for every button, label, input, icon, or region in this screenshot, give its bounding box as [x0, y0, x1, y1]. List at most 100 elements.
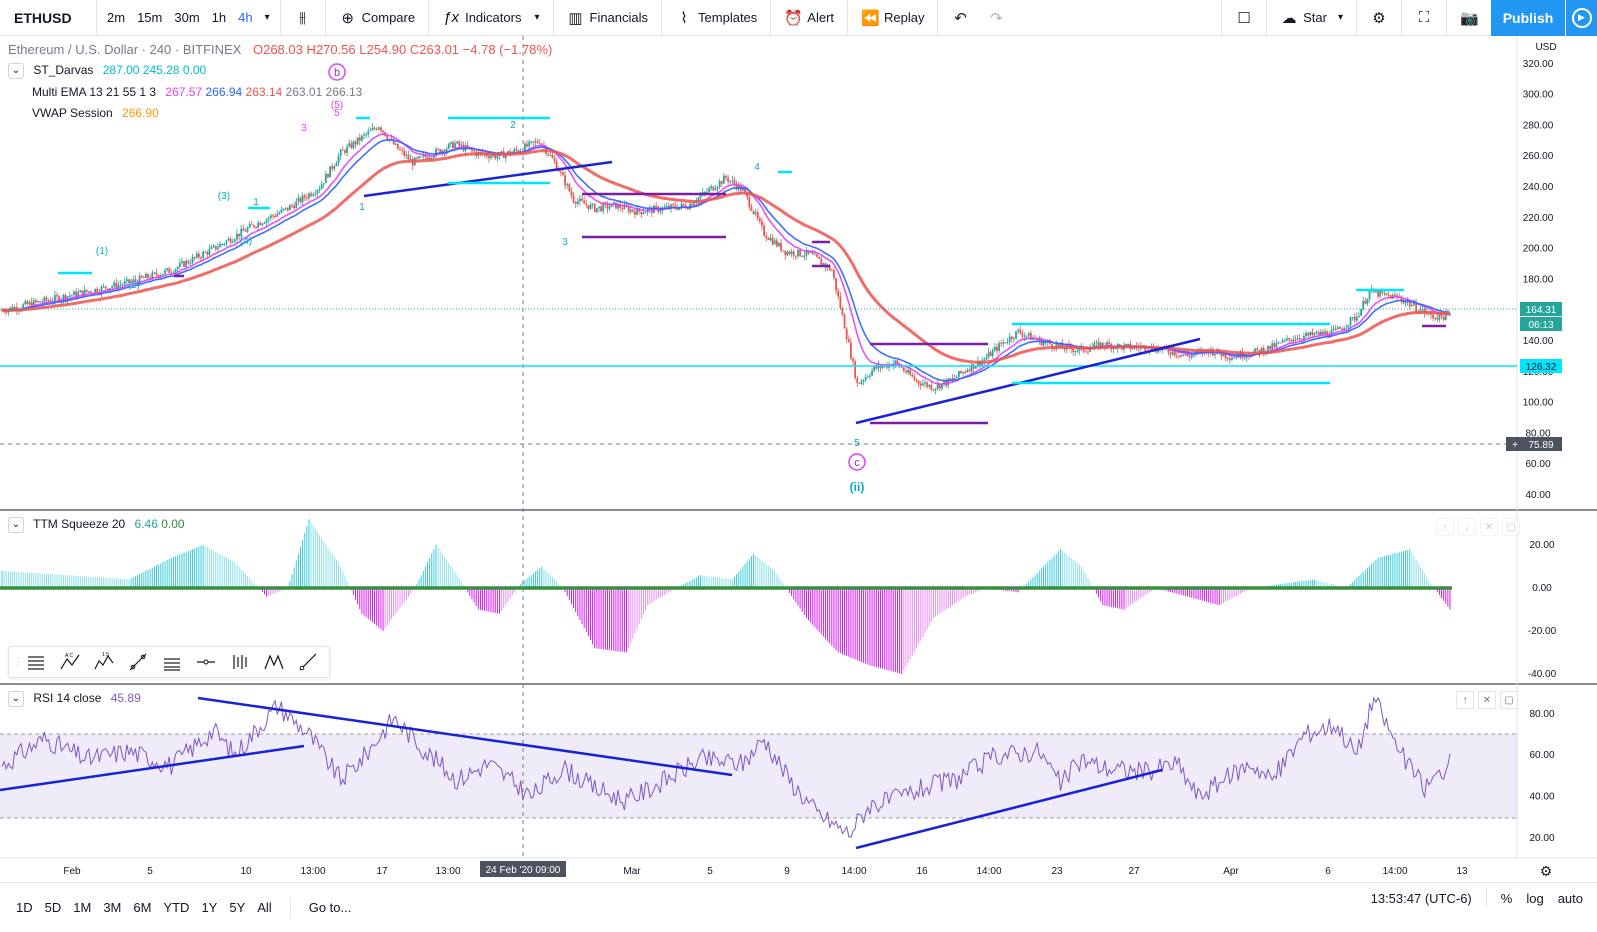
time-axis[interactable]: Feb 5 10 13:00 17 13:00 Mar 5 9 14:00 16 14:00 23 27 A… [63, 866, 1468, 877]
trend-line-tool[interactable] [121, 647, 155, 677]
time-tick-label: 14:00 [841, 866, 866, 877]
maximize-icon[interactable]: ▢ [1500, 691, 1518, 709]
ray-tool[interactable] [291, 647, 325, 677]
candle-body [574, 202, 577, 204]
arrow-up-icon[interactable]: ↑ [1456, 691, 1474, 709]
horizontal-ray-tool[interactable] [189, 647, 223, 677]
candle-body [312, 194, 315, 196]
symbol-name[interactable]: ETHUSD [14, 9, 72, 26]
undo-button[interactable]: ↶ [942, 0, 978, 35]
last-price-tag [1520, 302, 1562, 316]
star-button[interactable]: ☁ Star ▾ [1271, 0, 1352, 35]
rsi-legend[interactable]: ⌄ RSI 14 close 45.89 [8, 691, 141, 707]
candle-body [56, 295, 58, 297]
snapshot-button[interactable]: 📷 [1451, 0, 1487, 35]
chart-canvas[interactable]: b (5) 3 5 2 1 3 4 5 c (ii) (1) (2) (3) (… [0, 36, 1597, 882]
range-ytd[interactable]: YTD [163, 900, 190, 915]
range-6m[interactable]: 6M [133, 900, 152, 915]
arrow-down-icon[interactable]: ↓ [1458, 518, 1476, 536]
clock[interactable]: 13:53:47 (UTC-6) [1370, 890, 1472, 906]
candle-body [1089, 348, 1092, 352]
arrow-up-icon[interactable]: ↑ [1436, 518, 1454, 536]
bars-pattern-tool[interactable] [223, 647, 257, 677]
goto-button[interactable]: Go to... [308, 900, 352, 915]
trend-line[interactable] [855, 337, 1201, 425]
alert-button[interactable]: ⏰ Alert [775, 0, 843, 35]
redo-button[interactable]: ↷ [978, 0, 1014, 35]
darvas-legend[interactable]: ⌄ ST_Darvas 287.00 245.28 0.00 [8, 63, 206, 79]
close-icon[interactable]: ✕ [1480, 518, 1498, 536]
candle-body [1032, 337, 1034, 340]
timeframe-4h[interactable]: 4h [238, 10, 253, 25]
candle-body [1125, 344, 1128, 346]
chevron-down-icon[interactable]: ▾ [264, 12, 270, 23]
pitchfork-tool[interactable] [155, 647, 189, 677]
collapse-chevron-icon[interactable]: ⌄ [8, 691, 24, 707]
candle-body [447, 143, 450, 149]
layout-button[interactable]: ☐ [1226, 0, 1262, 35]
ttm-axis[interactable]: 20.00 0.00 -20.00 -40.00 [1528, 540, 1557, 680]
range-1y[interactable]: 1Y [201, 900, 218, 915]
settings-gear-icon[interactable]: ⚙ [1540, 863, 1553, 879]
candle-body [792, 251, 795, 256]
replay-button[interactable]: ⏪ Replay [852, 0, 933, 35]
candle-body [187, 260, 190, 264]
log-toggle[interactable]: log [1526, 890, 1544, 906]
templates-icon: ⌇ [680, 9, 688, 27]
ema-legend[interactable]: Multi EMA 13 21 55 1 3 267.57 266.94 263… [32, 85, 362, 99]
percent-toggle[interactable]: % [1500, 890, 1513, 906]
range-all[interactable]: All [257, 900, 272, 915]
chevron-down-icon[interactable]: ▾ [1337, 12, 1343, 23]
symbol-search[interactable]: ETHUSD [0, 0, 97, 35]
abc-pattern-tool[interactable]: A C [53, 647, 87, 677]
compare-button[interactable]: ⊕ Compare [330, 0, 424, 35]
wave-(3)-label: (3) [218, 191, 230, 202]
candle-body [803, 255, 806, 257]
indicators-button[interactable]: ƒx Indicators ▾ [433, 0, 548, 35]
fib-tool[interactable] [19, 647, 53, 677]
elliott-wave-tool[interactable]: 1 5 [87, 647, 121, 677]
candle-body [435, 149, 437, 157]
range-1d[interactable]: 1D [16, 900, 33, 915]
drag-handle-icon[interactable]: ⋮ [13, 656, 23, 668]
ema-value-3: 263.14 [245, 85, 283, 99]
timeframe-15m[interactable]: 15m [137, 10, 163, 25]
candle-body [670, 204, 672, 209]
rsi-axis[interactable]: 80.00 60.00 40.00 20.00 [1529, 709, 1554, 844]
trend-line[interactable] [363, 160, 613, 198]
candle-body [930, 384, 933, 390]
templates-button[interactable]: ⌇ Templates [666, 0, 766, 35]
ttm-legend[interactable]: ⌄ TTM Squeeze 20 6.46 0.00 [8, 517, 185, 533]
range-1m[interactable]: 1M [73, 900, 92, 915]
vwap-legend[interactable]: VWAP Session 266.90 [32, 106, 159, 120]
auto-toggle[interactable]: auto [1557, 890, 1583, 906]
collapse-chevron-icon[interactable]: ⌄ [8, 63, 24, 79]
timeframe-2m[interactable]: 2m [107, 10, 126, 25]
maximize-icon[interactable]: ▢ [1502, 518, 1520, 536]
rsi-trend-line[interactable] [0, 744, 305, 792]
close-icon[interactable]: ✕ [1478, 691, 1496, 709]
financials-button[interactable]: ▥ Financials [558, 0, 658, 35]
timeframe-30m[interactable]: 30m [174, 10, 200, 25]
price-axis[interactable]: 320.00 300.00 280.00 260.00 240.00 220.00 200.… [1523, 42, 1557, 501]
settings-button[interactable]: ⚙ [1361, 0, 1397, 35]
candle-body [223, 243, 226, 245]
timeframe-1h[interactable]: 1h [211, 10, 227, 25]
candles-button[interactable]: ⫵ [285, 0, 321, 35]
candle-body [34, 300, 37, 303]
fullscreen-button[interactable]: ⛶ [1406, 0, 1442, 35]
xabcd-pattern-tool[interactable] [257, 647, 291, 677]
candle-body [1042, 342, 1045, 346]
play-button[interactable]: ▶ [1565, 0, 1597, 36]
range-3m[interactable]: 3M [103, 900, 122, 915]
collapse-chevron-icon[interactable]: ⌄ [8, 517, 24, 533]
chevron-down-icon[interactable]: ▾ [534, 12, 540, 23]
rsi-trend-line[interactable] [855, 768, 1163, 850]
candle-body [928, 384, 931, 387]
range-5y[interactable]: 5Y [229, 900, 246, 915]
range-5d[interactable]: 5D [44, 900, 62, 915]
publish-button[interactable]: Publish [1491, 0, 1565, 36]
rsi-trend-line[interactable] [197, 696, 733, 777]
candle-body [742, 187, 744, 191]
bottom-bar: 1D 5D 1M 3M 6M YTD 1Y 5Y All Go to... 13… [0, 882, 1597, 932]
